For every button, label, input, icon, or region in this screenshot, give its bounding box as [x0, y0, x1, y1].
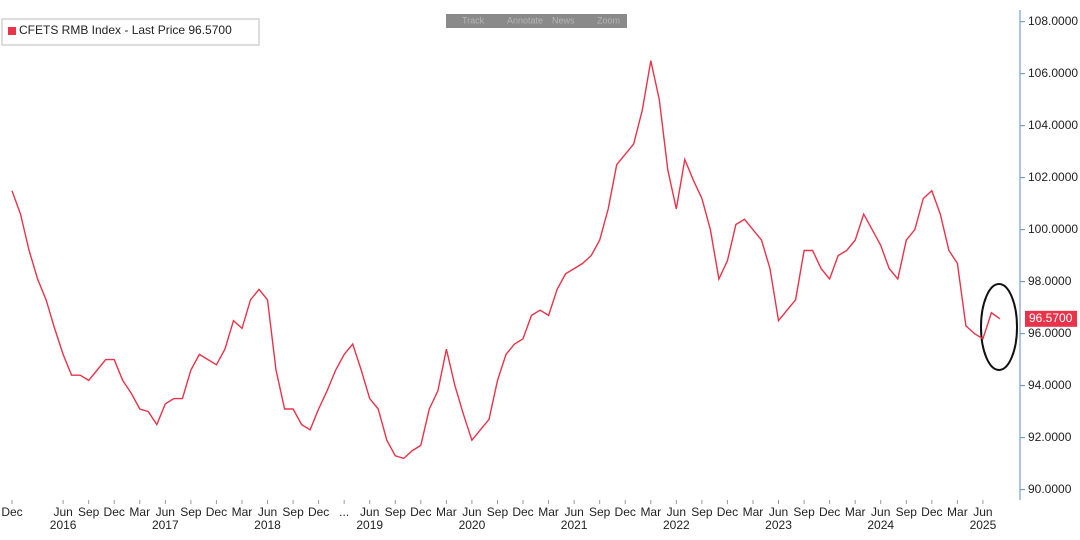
highlight-ellipse: [980, 283, 1018, 371]
x-tick-label: Sep: [896, 505, 918, 519]
x-tick-label: ...: [339, 505, 349, 519]
line-series: [11, 60, 1001, 460]
y-tick-label: 104.0000: [1028, 118, 1078, 132]
last-price-label: 96.5700: [1029, 311, 1073, 325]
x-year-label: 2022: [663, 518, 690, 532]
x-tick-label: Dec: [308, 505, 329, 519]
toolbar-item: Zoom: [597, 15, 620, 25]
y-tick-label: 96.0000: [1028, 326, 1072, 340]
x-year-label: 2025: [970, 518, 997, 532]
x-tick-label: Dec: [921, 505, 942, 519]
x-tick-label: Mar: [538, 505, 559, 519]
toolbar: [446, 14, 627, 28]
x-tick-label: Dec: [717, 505, 738, 519]
y-tick-label: 90.0000: [1028, 482, 1072, 496]
last-price-box: [1025, 310, 1077, 327]
x-tick-label: Mar: [947, 505, 968, 519]
x-tick-label: Dec: [512, 505, 533, 519]
x-tick-label: Sep: [691, 505, 713, 519]
x-tick-label: Sep: [487, 505, 509, 519]
x-tick-label: Jun: [973, 505, 992, 519]
x-tick-label: Mar: [436, 505, 457, 519]
x-tick-label: Mar: [743, 505, 764, 519]
y-tick-label: 100.0000: [1028, 222, 1078, 236]
x-tick-label: Sep: [282, 505, 304, 519]
y-tick-label: 102.0000: [1028, 170, 1078, 184]
x-tick-label: Jun: [53, 505, 72, 519]
x-tick-label: Sep: [793, 505, 815, 519]
y-tick-label: 108.0000: [1028, 14, 1078, 28]
x-tick-label: Jun: [156, 505, 175, 519]
x-tick-label: Dec: [104, 505, 125, 519]
x-tick-label: Dec: [819, 505, 840, 519]
x-year-label: 2018: [254, 518, 281, 532]
x-tick-label: Mar: [640, 505, 661, 519]
x-year-label: 2024: [867, 518, 894, 532]
x-tick-label: Dec: [206, 505, 227, 519]
y-tick-label: 92.0000: [1028, 430, 1072, 444]
x-year-label: 2019: [356, 518, 383, 532]
x-tick-label: Jun: [667, 505, 686, 519]
x-tick-label: Sep: [589, 505, 611, 519]
x-year-label: 2023: [765, 518, 792, 532]
x-tick-label: Jun: [871, 505, 890, 519]
x-tick-label: Dec: [410, 505, 431, 519]
x-tick-label: Jun: [462, 505, 481, 519]
toolbar-item: News: [552, 15, 575, 25]
x-year-label: 2020: [459, 518, 486, 532]
x-year-label: 2016: [50, 518, 77, 532]
y-tick-label: 94.0000: [1028, 378, 1072, 392]
legend-swatch: [8, 27, 16, 35]
x-tick-label: Jun: [769, 505, 788, 519]
x-year-label: 2021: [561, 518, 588, 532]
x-tick-label: Sep: [78, 505, 100, 519]
legend-label: CFETS RMB Index - Last Price 96.5700: [19, 23, 232, 37]
x-tick-label: Dec: [615, 505, 636, 519]
x-tick-label: Sep: [180, 505, 202, 519]
legend-box: [1, 18, 260, 46]
y-tick-label: 106.0000: [1028, 66, 1078, 80]
toolbar-item: Track: [462, 15, 485, 25]
y-tick-label: 98.0000: [1028, 274, 1072, 288]
x-tick-label: Mar: [129, 505, 150, 519]
x-tick-label: Mar: [232, 505, 253, 519]
x-tick-label: Sep: [385, 505, 407, 519]
toolbar-item: Annotate: [507, 15, 543, 25]
x-tick-label: Jun: [258, 505, 277, 519]
x-tick-label: Jun: [564, 505, 583, 519]
x-year-label: 2017: [152, 518, 179, 532]
x-tick-label: Mar: [845, 505, 866, 519]
x-tick-label: Jun: [360, 505, 379, 519]
x-tick-label: Dec: [1, 505, 22, 519]
